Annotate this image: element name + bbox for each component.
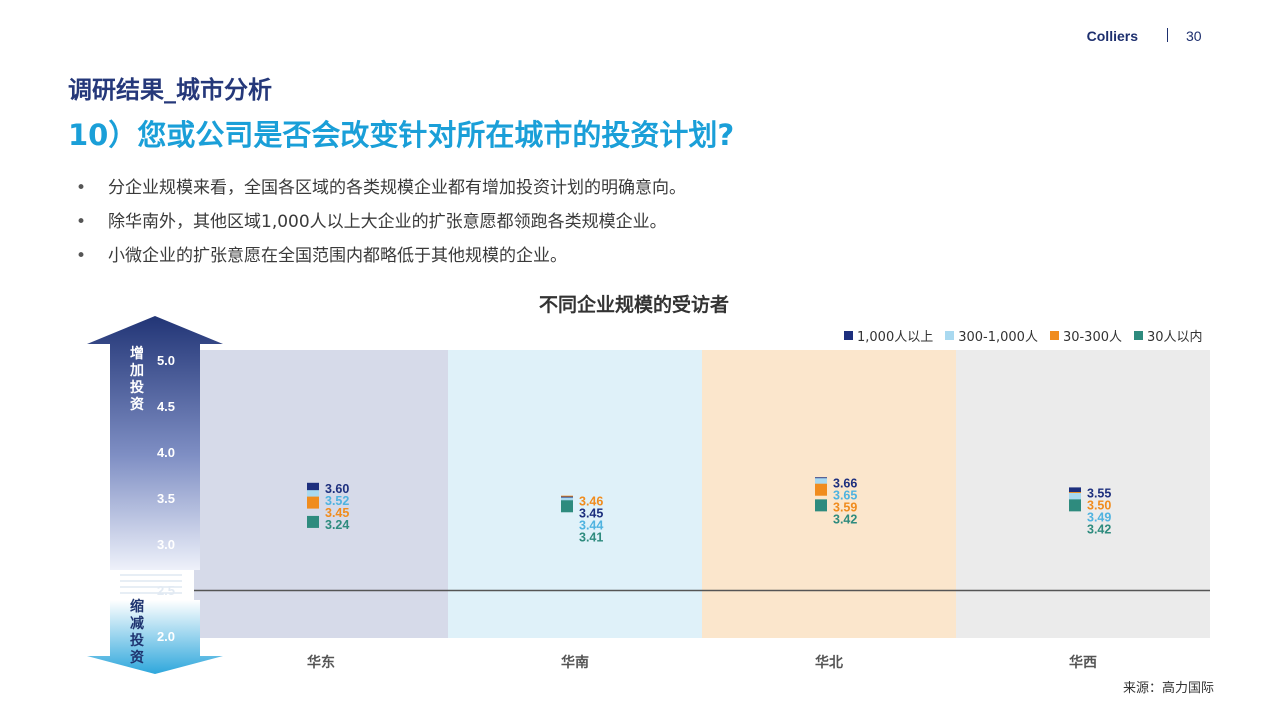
- legend-label: 300-1,000人: [958, 330, 1038, 345]
- page-number: 30: [1186, 28, 1202, 44]
- chart-legend: 1,000人以上 300-1,000人 30-300人 30人以内: [844, 326, 1203, 345]
- data-label: 3.24: [325, 518, 349, 532]
- region-band: [956, 350, 1210, 638]
- bullet-dot: •: [76, 246, 87, 266]
- increase-label-char: 资: [130, 396, 144, 413]
- increase-label-char: 增: [130, 345, 144, 362]
- data-label: 3.55: [1087, 486, 1111, 500]
- y-tick-label: 3.0: [157, 537, 175, 552]
- data-label: 3.46: [579, 495, 603, 509]
- bullet-item: • 除华南外，其他区域1,000人以上大企业的扩张意愿都领跑各类规模企业。: [74, 210, 686, 244]
- region-band: [702, 350, 956, 638]
- header-divider: [1167, 28, 1168, 42]
- data-label: 3.59: [833, 500, 857, 514]
- data-label: 3.65: [833, 488, 857, 502]
- increase-label-char: 投: [130, 380, 144, 396]
- data-label: 3.60: [325, 482, 349, 496]
- legend-swatch: [945, 331, 955, 340]
- data-label: 3.42: [1087, 522, 1111, 536]
- increase-arrow: [87, 316, 223, 570]
- y-tick-label: 5.0: [157, 353, 175, 368]
- source-note: 来源：高力国际: [1122, 681, 1214, 696]
- legend-label: 1,000人以上: [857, 330, 934, 345]
- data-point: [1069, 499, 1081, 512]
- data-point: [561, 500, 573, 513]
- legend-item: 30人以内: [1134, 326, 1203, 345]
- question-title: 10）您或公司是否会改变针对所在城市的投资计划?: [68, 118, 735, 152]
- axis-break-gap: [122, 572, 178, 596]
- data-point: [307, 496, 319, 509]
- legend-swatch: [844, 331, 853, 340]
- data-label: 3.66: [833, 476, 857, 490]
- bullet-item: • 分企业规模来看，全国各区域的各类规模企业都有增加投资计划的明确意向。: [74, 176, 686, 210]
- data-label: 3.45: [579, 507, 603, 521]
- bullet-item: • 小微企业的扩张意愿在全国范围内都略低于其他规模的企业。: [74, 244, 686, 278]
- data-label: 3.44: [579, 519, 603, 533]
- y-tick-label: 2.5: [157, 583, 175, 598]
- section-title: 调研结果_城市分析: [68, 76, 272, 104]
- data-label: 3.52: [325, 494, 349, 508]
- x-tick-label: 华东: [307, 654, 335, 671]
- region-band: [194, 350, 448, 638]
- increase-label-char: 加: [129, 363, 144, 379]
- bullet-text: 小微企业的扩张意愿在全国范围内都略低于其他规模的企业。: [108, 246, 567, 266]
- legend-swatch: [1134, 331, 1143, 340]
- x-tick-label: 华北: [815, 654, 843, 671]
- legend-swatch: [1049, 331, 1059, 340]
- y-tick-label: 4.5: [157, 399, 175, 414]
- legend-item: 300-1,000人: [945, 326, 1038, 345]
- decrease-label-char: 缩: [130, 598, 144, 615]
- x-tick-label: 华南: [561, 654, 589, 671]
- legend-item: 1,000人以上: [844, 326, 933, 345]
- data-point: [307, 515, 319, 528]
- decrease-arrow: [87, 600, 223, 674]
- data-label: 3.41: [579, 531, 603, 545]
- region-band: [448, 350, 702, 638]
- bullet-text: 分企业规模来看，全国各区域的各类规模企业都有增加投资计划的明确意向。: [108, 178, 686, 198]
- bullet-dot: •: [76, 178, 87, 198]
- legend-label: 30人以内: [1147, 330, 1203, 345]
- data-label: 3.45: [325, 506, 349, 520]
- brand-name: Colliers: [1086, 28, 1138, 44]
- data-label: 3.50: [1087, 498, 1111, 512]
- bullet-text: 除华南外，其他区域1,000人以上大企业的扩张意愿都领跑各类规模企业。: [108, 212, 667, 232]
- decrease-label-char: 投: [130, 633, 144, 649]
- data-point: [815, 483, 827, 496]
- chart-title: 不同企业规模的受访者: [538, 294, 729, 316]
- bullet-dot: •: [76, 212, 87, 232]
- bullet-list: • 分企业规模来看，全国各区域的各类规模企业都有增加投资计划的明确意向。 • 除华南…: [74, 176, 686, 278]
- y-tick-label: 3.5: [157, 491, 175, 506]
- data-label: 3.42: [833, 512, 857, 526]
- y-tick-label: 2.0: [157, 629, 175, 644]
- decrease-label-char: 资: [130, 649, 144, 666]
- decrease-label-char: 减: [130, 615, 144, 632]
- data-point: [815, 499, 827, 512]
- data-label: 3.49: [1087, 510, 1111, 524]
- legend-item: 30-300人: [1049, 326, 1122, 345]
- x-tick-label: 华西: [1069, 654, 1097, 671]
- y-tick-label: 4.0: [157, 445, 175, 460]
- legend-label: 30-300人: [1062, 330, 1122, 345]
